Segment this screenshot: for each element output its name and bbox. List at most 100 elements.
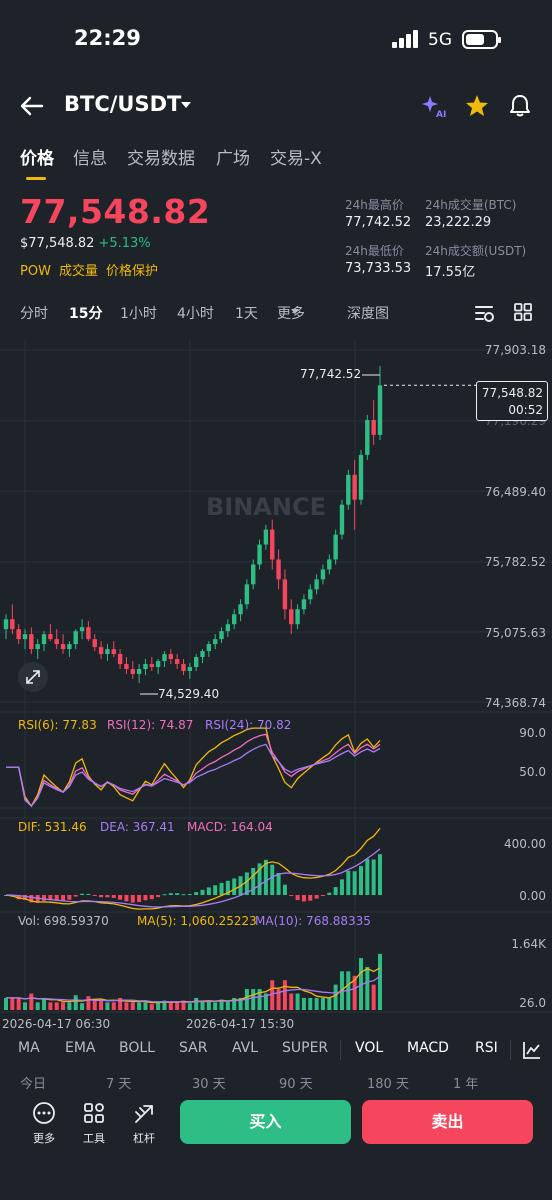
tool-rsi[interactable]: RSI <box>475 1040 498 1056</box>
interval-1h[interactable]: 1小时 <box>120 306 157 322</box>
tab-trade-x[interactable]: 交易-X <box>270 149 322 169</box>
vol-bar-48 <box>308 997 313 1010</box>
macd-bar-18 <box>118 895 123 900</box>
tool-macd[interactable]: MACD <box>407 1040 449 1056</box>
candle-body-31 <box>200 651 205 658</box>
indicator-chart-icon[interactable] <box>522 1040 542 1060</box>
x-tick-1: 2026-04-17 15:30 <box>186 1017 295 1031</box>
ai-sparkle-icon[interactable]: AI <box>421 94 447 118</box>
tab-square[interactable]: 广场 <box>216 149 250 169</box>
vol-bar-0 <box>4 997 8 1010</box>
tab-trade-data[interactable]: 交易数据 <box>127 149 195 169</box>
rsi-tick-0: 90.0 <box>519 726 546 740</box>
tool-ema[interactable]: EMA <box>65 1040 96 1056</box>
vol-bar-52 <box>333 984 338 1010</box>
vol-bar-51 <box>327 997 332 1010</box>
macd-bar-40 <box>257 863 262 895</box>
tool-sar[interactable]: SAR <box>179 1040 208 1056</box>
macd-bar-31 <box>200 889 205 895</box>
pair-title[interactable]: BTC/USDT <box>64 92 182 116</box>
vol-bar-17 <box>111 1002 116 1010</box>
star-icon[interactable] <box>465 94 489 117</box>
candle-body-25 <box>162 654 167 662</box>
candle-body-3 <box>22 634 28 640</box>
range-90d[interactable]: 90 天 <box>279 1077 313 1092</box>
tool-avl[interactable]: AVL <box>232 1040 259 1056</box>
vol-ma5-label: MA(5): 1,060.25223 <box>137 914 257 928</box>
range-7d[interactable]: 7 天 <box>106 1077 132 1092</box>
vol-bar-32 <box>206 1000 211 1010</box>
dif-label: DIF: 531.46 <box>18 820 87 834</box>
vol-tick-1: 26.0 <box>519 996 546 1010</box>
candle-body-37 <box>238 604 243 615</box>
rsi6-label: RSI(6): 77.83 <box>18 718 97 732</box>
range-30d[interactable]: 30 天 <box>192 1077 226 1092</box>
tools-button[interactable]: 工具 <box>74 1102 114 1146</box>
more-button[interactable]: 更多 <box>24 1102 64 1146</box>
more-label: 更多 <box>33 1132 55 1145</box>
tool-ma[interactable]: MA <box>18 1040 40 1056</box>
candle-body-49 <box>314 579 319 590</box>
macd-bar-53 <box>339 879 344 895</box>
range-today[interactable]: 今日 <box>20 1077 47 1092</box>
tool-boll[interactable]: BOLL <box>119 1040 155 1056</box>
vol-usdt-label: 24h成交额(USDT) <box>425 244 527 258</box>
macd-bar-16 <box>105 895 110 898</box>
candle-body-28 <box>181 664 186 672</box>
interval-timeshare[interactable]: 分时 <box>20 306 48 322</box>
back-arrow-icon[interactable] <box>20 96 44 116</box>
more-caret-icon[interactable] <box>290 308 300 316</box>
candle-body-48 <box>308 589 313 600</box>
vol-bar-56 <box>358 958 363 1010</box>
macd-bar-24 <box>156 895 161 898</box>
watermark: BINANCE <box>206 493 326 521</box>
buy-button[interactable]: 买入 <box>180 1100 351 1144</box>
vol-bar-28 <box>181 1000 186 1010</box>
candlestick-chart[interactable]: BINANCE <box>0 332 552 1032</box>
high-marker-label: 77,742.52 <box>300 367 362 381</box>
tag-price-protection[interactable]: 价格保护 <box>105 264 158 279</box>
bell-icon[interactable] <box>509 94 531 118</box>
interval-depth[interactable]: 深度图 <box>347 306 389 322</box>
macd-bar-56 <box>358 865 363 895</box>
rsi12-label: RSI(12): 74.87 <box>107 718 194 732</box>
tag-volume[interactable]: 成交量 <box>58 264 98 279</box>
macd-bar-14 <box>92 895 97 896</box>
candle-body-18 <box>117 654 123 665</box>
grid-layout-icon[interactable] <box>514 303 532 321</box>
sell-button[interactable]: 卖出 <box>362 1100 533 1144</box>
candle-body-50 <box>320 569 326 580</box>
candle-body-33 <box>212 639 218 645</box>
range-180d[interactable]: 180 天 <box>367 1077 409 1092</box>
battery-icon <box>462 30 501 49</box>
tag-pow[interactable]: POW <box>20 264 51 279</box>
tag-row: POW 成交量 价格保护 <box>20 260 166 279</box>
candle-body-53 <box>339 504 345 535</box>
vol-bar-24 <box>156 1001 161 1010</box>
candle-body-15 <box>98 647 104 655</box>
tab-info[interactable]: 信息 <box>73 149 107 169</box>
chart-settings-icon[interactable] <box>474 303 496 323</box>
candle-body-45 <box>289 609 294 625</box>
vol-bar-12 <box>80 1003 85 1010</box>
interval-4h[interactable]: 4小时 <box>177 306 214 322</box>
macd-bar-43 <box>276 872 281 895</box>
tool-divider <box>340 1040 341 1060</box>
last-price-label: 77,548.82 <box>481 386 543 400</box>
range-1y[interactable]: 1 年 <box>453 1077 479 1092</box>
interval-15m[interactable]: 15分 <box>69 306 103 322</box>
candle-body-6 <box>41 634 47 645</box>
tool-vol[interactable]: VOL <box>355 1040 384 1056</box>
vol-bar-39 <box>251 989 256 1010</box>
leverage-button[interactable]: 杠杆 <box>124 1102 164 1146</box>
candle-body-40 <box>257 544 262 565</box>
macd-bar-2 <box>16 895 21 900</box>
expand-button[interactable] <box>18 662 48 692</box>
caret-down-icon[interactable] <box>180 100 192 110</box>
macd-bar-32 <box>206 887 211 895</box>
tool-super[interactable]: SUPER <box>282 1040 329 1056</box>
tab-price[interactable]: 价格 <box>20 149 54 169</box>
interval-1d[interactable]: 1天 <box>235 306 258 322</box>
chart-overlays <box>4 374 476 1010</box>
macd-bar-9 <box>61 895 66 901</box>
